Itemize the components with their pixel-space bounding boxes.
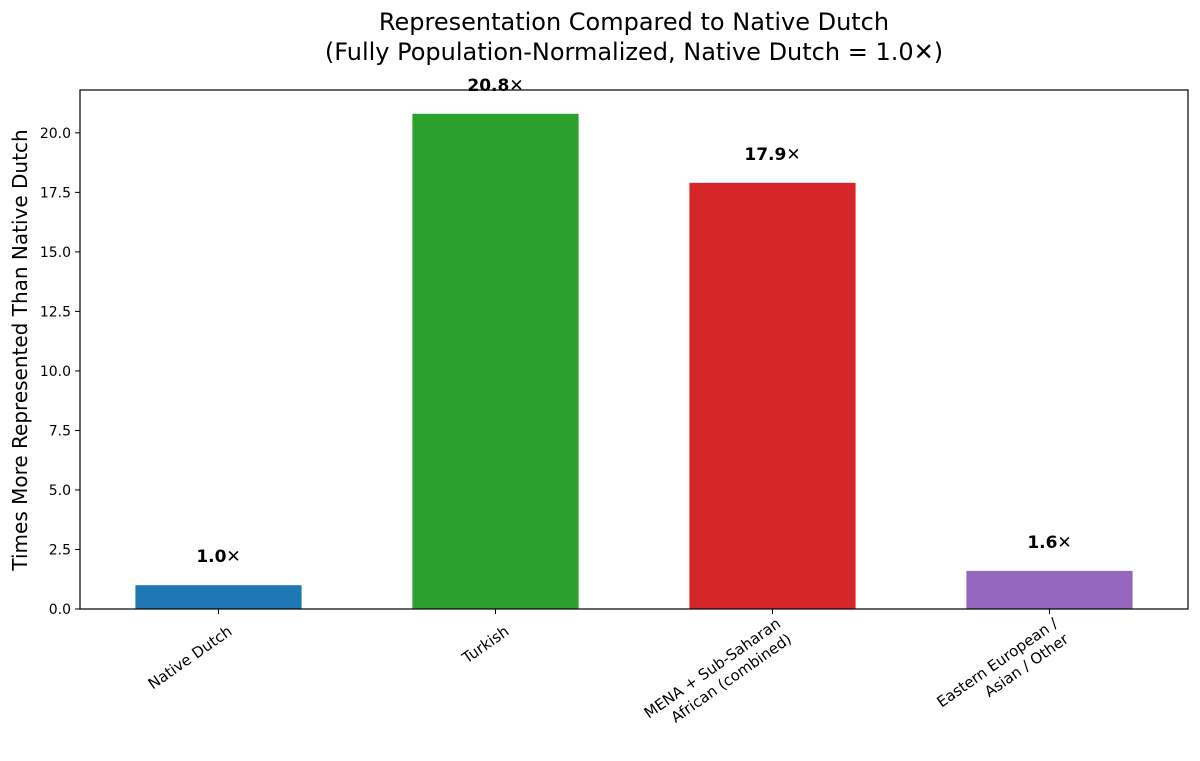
y-tick-label: 0.0 bbox=[49, 602, 71, 618]
y-tick-label: 10.0 bbox=[40, 364, 71, 380]
bars-group bbox=[135, 113, 1133, 609]
plot-frame bbox=[79, 89, 1189, 610]
x-tick-label-line: Turkish bbox=[458, 622, 512, 668]
bar bbox=[135, 585, 302, 609]
data-label: 1.0✕ bbox=[196, 547, 240, 567]
x-axis: Native Dutch Turkish MENA + Sub-SaharanAfr… bbox=[145, 609, 1073, 737]
bar bbox=[412, 113, 579, 609]
x-tick-label: Turkish bbox=[458, 622, 512, 668]
data-label: 1.6✕ bbox=[1027, 533, 1071, 553]
y-tick-label: 15.0 bbox=[40, 245, 71, 261]
data-labels-group: 1.0✕ 20.8✕ 17.9✕ 1.6✕ bbox=[196, 76, 1071, 567]
y-axis: 0.0 2.5 5.0 7.5 10.0 12.5 15.0 17.5 20.0 bbox=[40, 126, 80, 618]
x-tick-label: Eastern European /Asian / Other bbox=[933, 614, 1072, 727]
x-tick-label: MENA + Sub-SaharanAfrican (combined) bbox=[641, 614, 795, 737]
y-tick-label: 12.5 bbox=[40, 304, 71, 320]
y-tick-label: 5.0 bbox=[49, 483, 71, 499]
chart-subtitle: (Fully Population-Normalized, Native Dut… bbox=[325, 38, 943, 66]
y-axis-label: Times More Represented Than Native Dutch bbox=[8, 129, 32, 571]
x-tick-label-line: MENA + Sub-Saharan bbox=[641, 614, 784, 722]
chart-title: Representation Compared to Native Dutch bbox=[379, 8, 889, 36]
data-label: 20.8✕ bbox=[467, 76, 523, 96]
y-tick-label: 7.5 bbox=[49, 423, 71, 439]
y-tick-label: 20.0 bbox=[40, 126, 71, 142]
data-label: 17.9✕ bbox=[744, 145, 800, 165]
bar bbox=[689, 182, 856, 609]
x-tick-label: Native Dutch bbox=[145, 622, 236, 693]
y-tick-label: 2.5 bbox=[49, 542, 71, 558]
bar bbox=[966, 570, 1133, 609]
x-tick-label-line: Native Dutch bbox=[145, 622, 236, 693]
y-tick-label: 17.5 bbox=[40, 185, 71, 201]
